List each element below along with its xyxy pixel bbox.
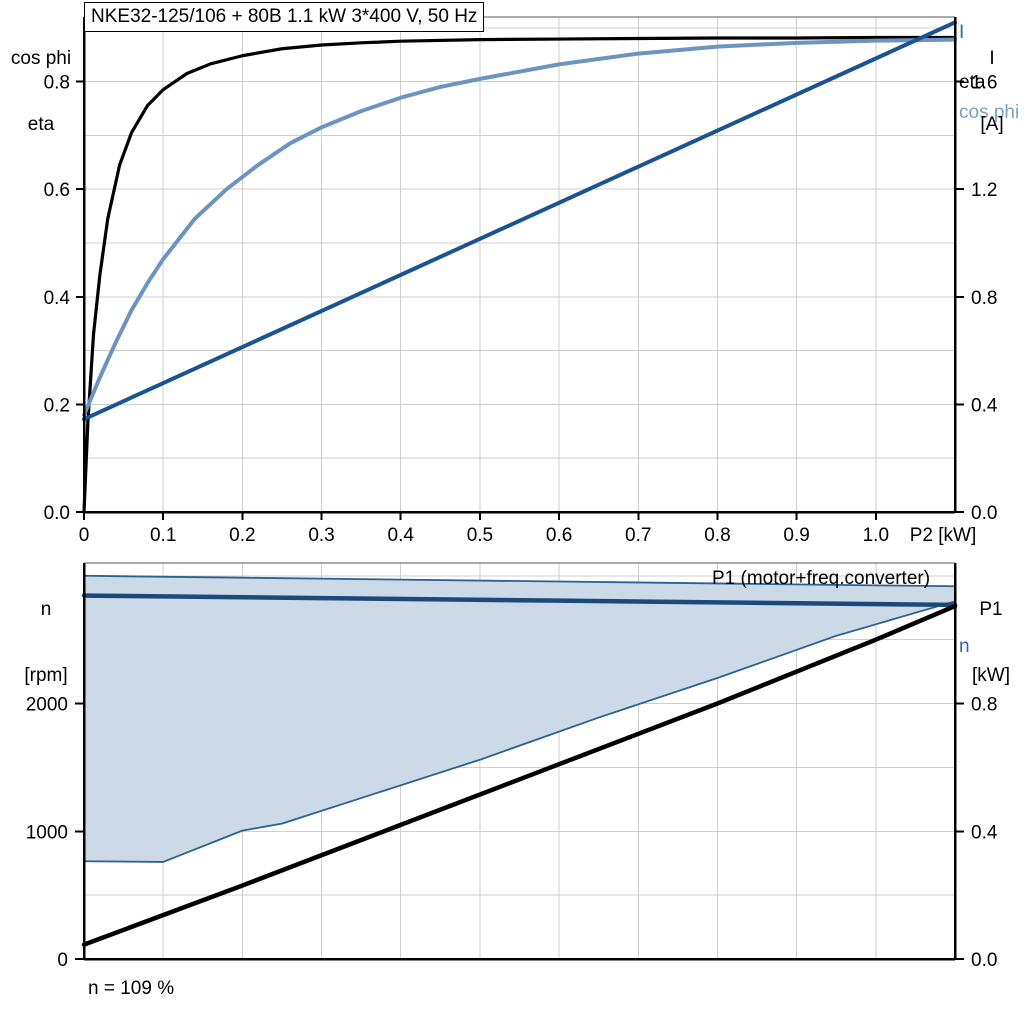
tick-label-right: 1.2 (971, 180, 997, 201)
tick-label-bottom: 0.3 (308, 525, 334, 545)
tick-label-left: 0.0 (44, 503, 70, 524)
curve-eta (84, 37, 955, 512)
tick-label-bottom: 0 (79, 525, 90, 545)
x-axis-title: P2 [kW] (910, 525, 977, 545)
tick-label-right: 0.4 (971, 395, 998, 416)
tick-label-right: 0.0 (971, 503, 997, 524)
tick-label-bottom: 0.2 (229, 525, 255, 545)
tick-label-right: 0.0 (971, 950, 997, 971)
top-left-axis-title: cos phi eta (2, 4, 80, 180)
tick-label-left: 0.2 (44, 395, 70, 416)
top-right-axis-title: I [A] (962, 4, 1022, 180)
tick-label-bottom: 0.8 (704, 525, 730, 545)
tick-label-left: 1000 (26, 822, 68, 843)
tick-label-right: 0.4 (971, 822, 998, 843)
tick-label-right: 0.8 (971, 288, 997, 309)
bottom-chart-content: 0100020000.00.40.8P1 (motor+freq.convert… (26, 563, 998, 971)
top-chart-content: 0.00.20.40.60.80.00.40.81.21.600.10.20.3… (44, 17, 1020, 545)
tick-label-bottom: 0.6 (546, 525, 572, 545)
top-chart-svg: 0.00.20.40.60.80.00.40.81.21.600.10.20.3… (0, 0, 1024, 545)
tick-label-bottom: 0.4 (388, 525, 415, 545)
bottom-chart-panel: n [rpm] P1 [kW] 0100020000.00.40.8P1 (mo… (0, 545, 1024, 1024)
series-label-p1: P1 (motor+freq.converter) (712, 568, 930, 589)
tick-label-left: 0.4 (44, 288, 71, 309)
tick-label-left: 0.6 (44, 180, 70, 201)
top-chart-panel: cos phi eta I [A] NKE32-125/106 + 80B 1.… (0, 0, 1024, 545)
tick-label-bottom: 1.0 (863, 525, 889, 545)
speed-percent-note: n = 109 % (88, 978, 174, 1000)
speed-operating-band-fill (84, 576, 955, 862)
chart-title-text: NKE32-125/106 + 80B 1.1 kW 3*400 V, 50 H… (91, 6, 477, 28)
bottom-chart-svg: 0100020000.00.40.8P1 (motor+freq.convert… (0, 545, 1024, 1024)
tick-label-bottom: 0.9 (783, 525, 809, 545)
chart-title-box: NKE32-125/106 + 80B 1.1 kW 3*400 V, 50 H… (84, 2, 484, 32)
bottom-left-axis-title: n [rpm] (10, 555, 82, 731)
tick-label-bottom: 0.7 (625, 525, 651, 545)
tick-label-bottom: 0.1 (150, 525, 176, 545)
pump-performance-chart-page: cos phi eta I [A] NKE32-125/106 + 80B 1.… (0, 0, 1024, 1024)
bottom-right-axis-title: P1 [kW] (958, 555, 1024, 731)
tick-label-bottom: 0.5 (467, 525, 493, 545)
tick-label-left: 0 (57, 950, 68, 971)
